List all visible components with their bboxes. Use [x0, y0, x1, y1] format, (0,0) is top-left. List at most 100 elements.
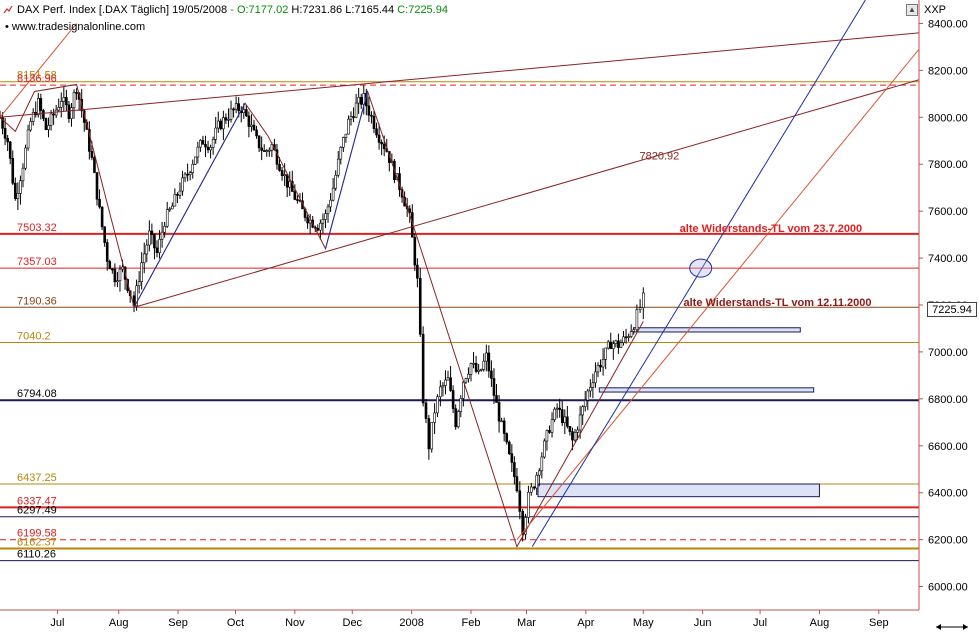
x-tick-label: 2008 — [399, 617, 423, 629]
x-tick-label: Mar — [517, 617, 536, 629]
candle-body — [502, 420, 506, 434]
candle-body — [537, 470, 541, 476]
candle-body — [510, 453, 514, 463]
y-tick-label: 7800.00 — [928, 159, 968, 171]
open-value: - O:7177.02 — [230, 4, 289, 16]
candle-body — [444, 379, 447, 386]
candle-body — [515, 476, 519, 492]
candle-body — [90, 151, 94, 158]
candle-body — [242, 109, 246, 113]
candle-body — [8, 141, 12, 159]
candle-body — [624, 336, 628, 339]
candle-body — [352, 116, 355, 118]
scroll-up-button[interactable]: ▲ — [906, 4, 918, 16]
trend-line — [133, 79, 919, 308]
candle-body — [558, 407, 561, 410]
candle-body — [178, 190, 182, 196]
candle-body — [206, 146, 210, 151]
candle-body — [100, 206, 104, 228]
candle-body — [571, 431, 574, 441]
candle-body — [427, 418, 431, 450]
candle-body — [609, 341, 613, 349]
candle-body — [19, 180, 22, 194]
candle-body — [497, 402, 501, 422]
candle-body — [237, 103, 240, 112]
level-label: 7040.2 — [17, 330, 51, 342]
y-tick-label: 8400.00 — [928, 18, 968, 30]
x-tick-label: Oct — [227, 617, 244, 629]
candle-body — [441, 385, 445, 388]
chart-header: DAX Perf. Index [.DAX Täglich] 19/05/200… — [17, 4, 448, 16]
candle-body — [359, 97, 363, 105]
candle-body — [540, 456, 544, 472]
candle-body — [108, 261, 112, 270]
candle-body — [232, 108, 235, 111]
candle-body — [485, 352, 488, 362]
zigzag-line — [133, 102, 246, 308]
candle-body — [334, 174, 337, 189]
instrument-name: DAX Perf. Index [.DAX Täglich] — [17, 4, 170, 16]
candle-body — [163, 225, 166, 233]
candle-body — [252, 124, 256, 131]
candle-body — [573, 432, 577, 441]
candle-body — [629, 331, 633, 337]
scroll-arrows-icon[interactable] — [932, 621, 972, 633]
candles — [0, 85, 645, 542]
candle-body — [472, 362, 475, 365]
candle-body — [280, 170, 284, 177]
candle-body — [65, 96, 68, 106]
candle-body — [222, 117, 225, 130]
x-tick-label: Dec — [343, 617, 363, 629]
candle-body — [421, 333, 425, 404]
y-tick-label: 6800.00 — [928, 394, 968, 406]
candle-body — [265, 150, 269, 152]
candle-body — [638, 307, 642, 311]
level-label: 6110.26 — [17, 549, 56, 561]
candle-body — [553, 408, 556, 421]
candle-body — [474, 362, 478, 372]
x-tick-label: Sep — [869, 617, 889, 629]
candle-body — [173, 194, 177, 207]
candle-body — [416, 264, 419, 279]
candle-body — [627, 336, 630, 338]
candle-body — [44, 118, 48, 130]
candle-body — [211, 139, 215, 148]
candle-body — [260, 147, 263, 151]
x-tick-label: Jul — [753, 617, 767, 629]
candle-body — [199, 140, 202, 148]
candle-body — [257, 135, 261, 149]
candle-body — [26, 129, 30, 149]
level-label: 7357.03 — [17, 256, 57, 268]
candle-body — [283, 174, 286, 177]
candle-body — [436, 396, 439, 414]
x-tick-label: Aug — [109, 617, 129, 629]
candle-body — [604, 347, 607, 360]
candle-body — [513, 462, 516, 477]
y-tick-label: 6400.00 — [928, 488, 968, 500]
low-value: L:7165.44 — [345, 4, 395, 16]
candle-body — [507, 441, 511, 455]
candle-body — [36, 98, 40, 116]
candle-body — [116, 280, 119, 283]
target-ellipse — [689, 258, 713, 278]
last-price-badge: 7225.94 — [927, 302, 977, 317]
candle-body — [181, 177, 184, 192]
candle-body — [617, 340, 620, 348]
candle-body — [535, 474, 539, 489]
level-label: 6297.49 — [17, 505, 57, 517]
candle-body — [446, 377, 450, 381]
candle-body — [548, 430, 551, 433]
candle-body — [135, 285, 138, 307]
candle-body — [521, 511, 524, 535]
candle-body — [306, 217, 309, 224]
candle-body — [196, 146, 200, 158]
candle-body — [98, 198, 101, 208]
candle-body — [224, 117, 228, 121]
candle-body — [255, 129, 258, 137]
candle-body — [188, 172, 192, 175]
x-tick-label: Aug — [810, 617, 830, 629]
candle-body — [3, 128, 7, 139]
candle-body — [487, 352, 491, 372]
